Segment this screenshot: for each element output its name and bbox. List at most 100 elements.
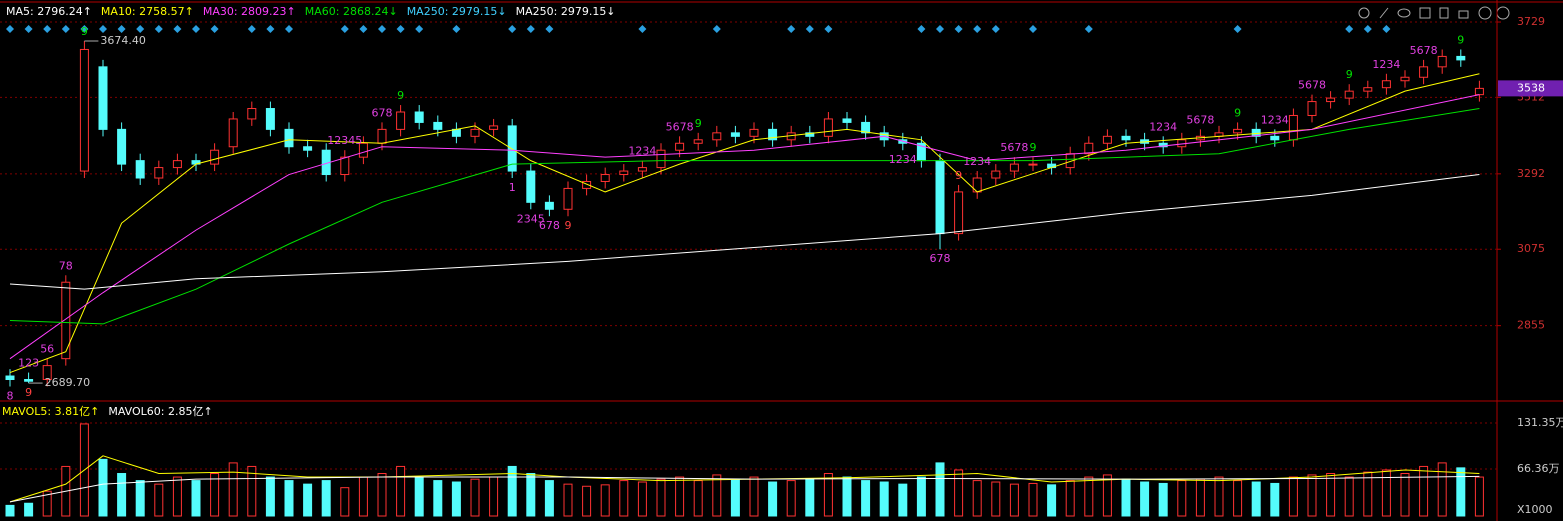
- volume-bar: [358, 476, 368, 517]
- zoom-in-icon[interactable]: [1478, 6, 1492, 20]
- volume-bar: [1102, 474, 1112, 517]
- signal-marker: [526, 25, 535, 33]
- volume-bar: [656, 478, 666, 517]
- volume-bar: [1474, 476, 1484, 517]
- volume-bar: [247, 465, 257, 517]
- volume-bar: [1326, 473, 1336, 517]
- volume-bar: [916, 476, 926, 517]
- signal-marker: [210, 25, 219, 33]
- candle-body: [675, 142, 685, 151]
- volume-bar: [786, 480, 796, 517]
- signal-marker: [1382, 25, 1391, 33]
- signal-marker: [991, 25, 1000, 33]
- candle-body: [637, 167, 647, 172]
- lock-icon[interactable]: [1458, 10, 1469, 19]
- volume-bar: [340, 487, 350, 517]
- candle-body: [1419, 66, 1429, 78]
- legend-item: MA5: 2796.24↑: [6, 5, 92, 18]
- volume-bar: [1195, 478, 1205, 517]
- volume-bar: [991, 481, 1001, 517]
- volume-bar: [637, 481, 647, 517]
- legend-item: MAVOL60: 2.85亿↑: [108, 405, 212, 418]
- td-label: 8: [7, 389, 14, 402]
- candle-body: [1437, 55, 1447, 68]
- volume-bar: [414, 476, 424, 517]
- td-label: 1234: [963, 155, 991, 168]
- candle-body: [358, 142, 368, 158]
- legend-item: MA250: 2979.15↓: [516, 5, 616, 18]
- volume-bar: [861, 480, 871, 517]
- signal-marker: [954, 25, 963, 33]
- candle-body: [1307, 101, 1317, 116]
- eye-icon[interactable]: [1397, 8, 1411, 18]
- hand-icon[interactable]: [1439, 7, 1449, 19]
- candle-body: [414, 111, 424, 123]
- candle-body: [991, 170, 1001, 179]
- volume-ma-line: [9, 455, 1480, 503]
- volume-bar: [879, 481, 889, 517]
- candle-body: [42, 365, 52, 381]
- td-label: 12345: [327, 134, 362, 147]
- volume-bar: [1363, 471, 1373, 517]
- y-tick-label: 3729: [1517, 15, 1545, 28]
- box-icon[interactable]: [1419, 7, 1431, 19]
- settings-icon[interactable]: [1358, 7, 1370, 19]
- volume-bar: [1381, 469, 1391, 517]
- signal-marker: [359, 25, 368, 33]
- legend-item: MA60: 2868.24↓: [305, 5, 398, 18]
- extreme-label: 2689.70: [45, 376, 91, 389]
- volume-bar: [600, 484, 610, 517]
- signal-marker: [545, 25, 554, 33]
- td-label: 1234: [889, 153, 917, 166]
- candle-body: [861, 121, 871, 134]
- signal-marker: [805, 25, 814, 33]
- volume-bar: [1177, 480, 1187, 517]
- signal-marker: [1233, 25, 1242, 33]
- volume-bar: [433, 480, 443, 517]
- candle-body: [303, 146, 313, 151]
- candle-body: [79, 48, 89, 172]
- extreme-label: 3674.40: [100, 34, 145, 47]
- volume-bar: [42, 490, 52, 517]
- candle-body: [135, 160, 145, 179]
- candle-body: [749, 128, 759, 137]
- volume-bar: [98, 458, 108, 517]
- td-label: 56: [40, 343, 54, 356]
- candle-body: [24, 379, 34, 382]
- candle-body: [768, 128, 778, 141]
- candle-body: [396, 111, 406, 130]
- volume-bar: [321, 480, 331, 517]
- draw-icon[interactable]: [1379, 7, 1389, 19]
- signal-marker: [173, 25, 182, 33]
- td-label: 678: [930, 252, 951, 265]
- candle-body: [1121, 135, 1131, 141]
- candle-body: [1233, 128, 1243, 134]
- signal-marker: [508, 25, 517, 33]
- ma-line: [9, 94, 1480, 360]
- candle-body: [693, 139, 703, 144]
- candle-body: [935, 160, 945, 235]
- volume-bar: [5, 504, 15, 517]
- signal-marker: [117, 25, 126, 33]
- candle-body: [619, 170, 629, 176]
- volume-bar: [154, 483, 164, 517]
- candle-body: [433, 121, 443, 130]
- signal-marker: [396, 25, 405, 33]
- td-label: 9: [1457, 33, 1464, 46]
- td-label: 5678: [1186, 113, 1214, 126]
- td-label: 123: [18, 357, 39, 370]
- volume-bar: [972, 480, 982, 517]
- candle-body: [1381, 80, 1391, 89]
- candle-body: [600, 174, 610, 182]
- candle-body: [489, 125, 499, 130]
- volume-bar: [265, 476, 275, 517]
- td-label: 678: [372, 106, 393, 119]
- volume-bar: [768, 481, 778, 517]
- volume-bar: [1065, 480, 1075, 517]
- candle-body: [228, 118, 238, 148]
- toolbar: [1358, 6, 1510, 20]
- td-label: 9: [81, 25, 88, 38]
- volume-bar: [507, 465, 517, 517]
- signal-marker: [266, 25, 275, 33]
- signal-marker: [1084, 25, 1093, 33]
